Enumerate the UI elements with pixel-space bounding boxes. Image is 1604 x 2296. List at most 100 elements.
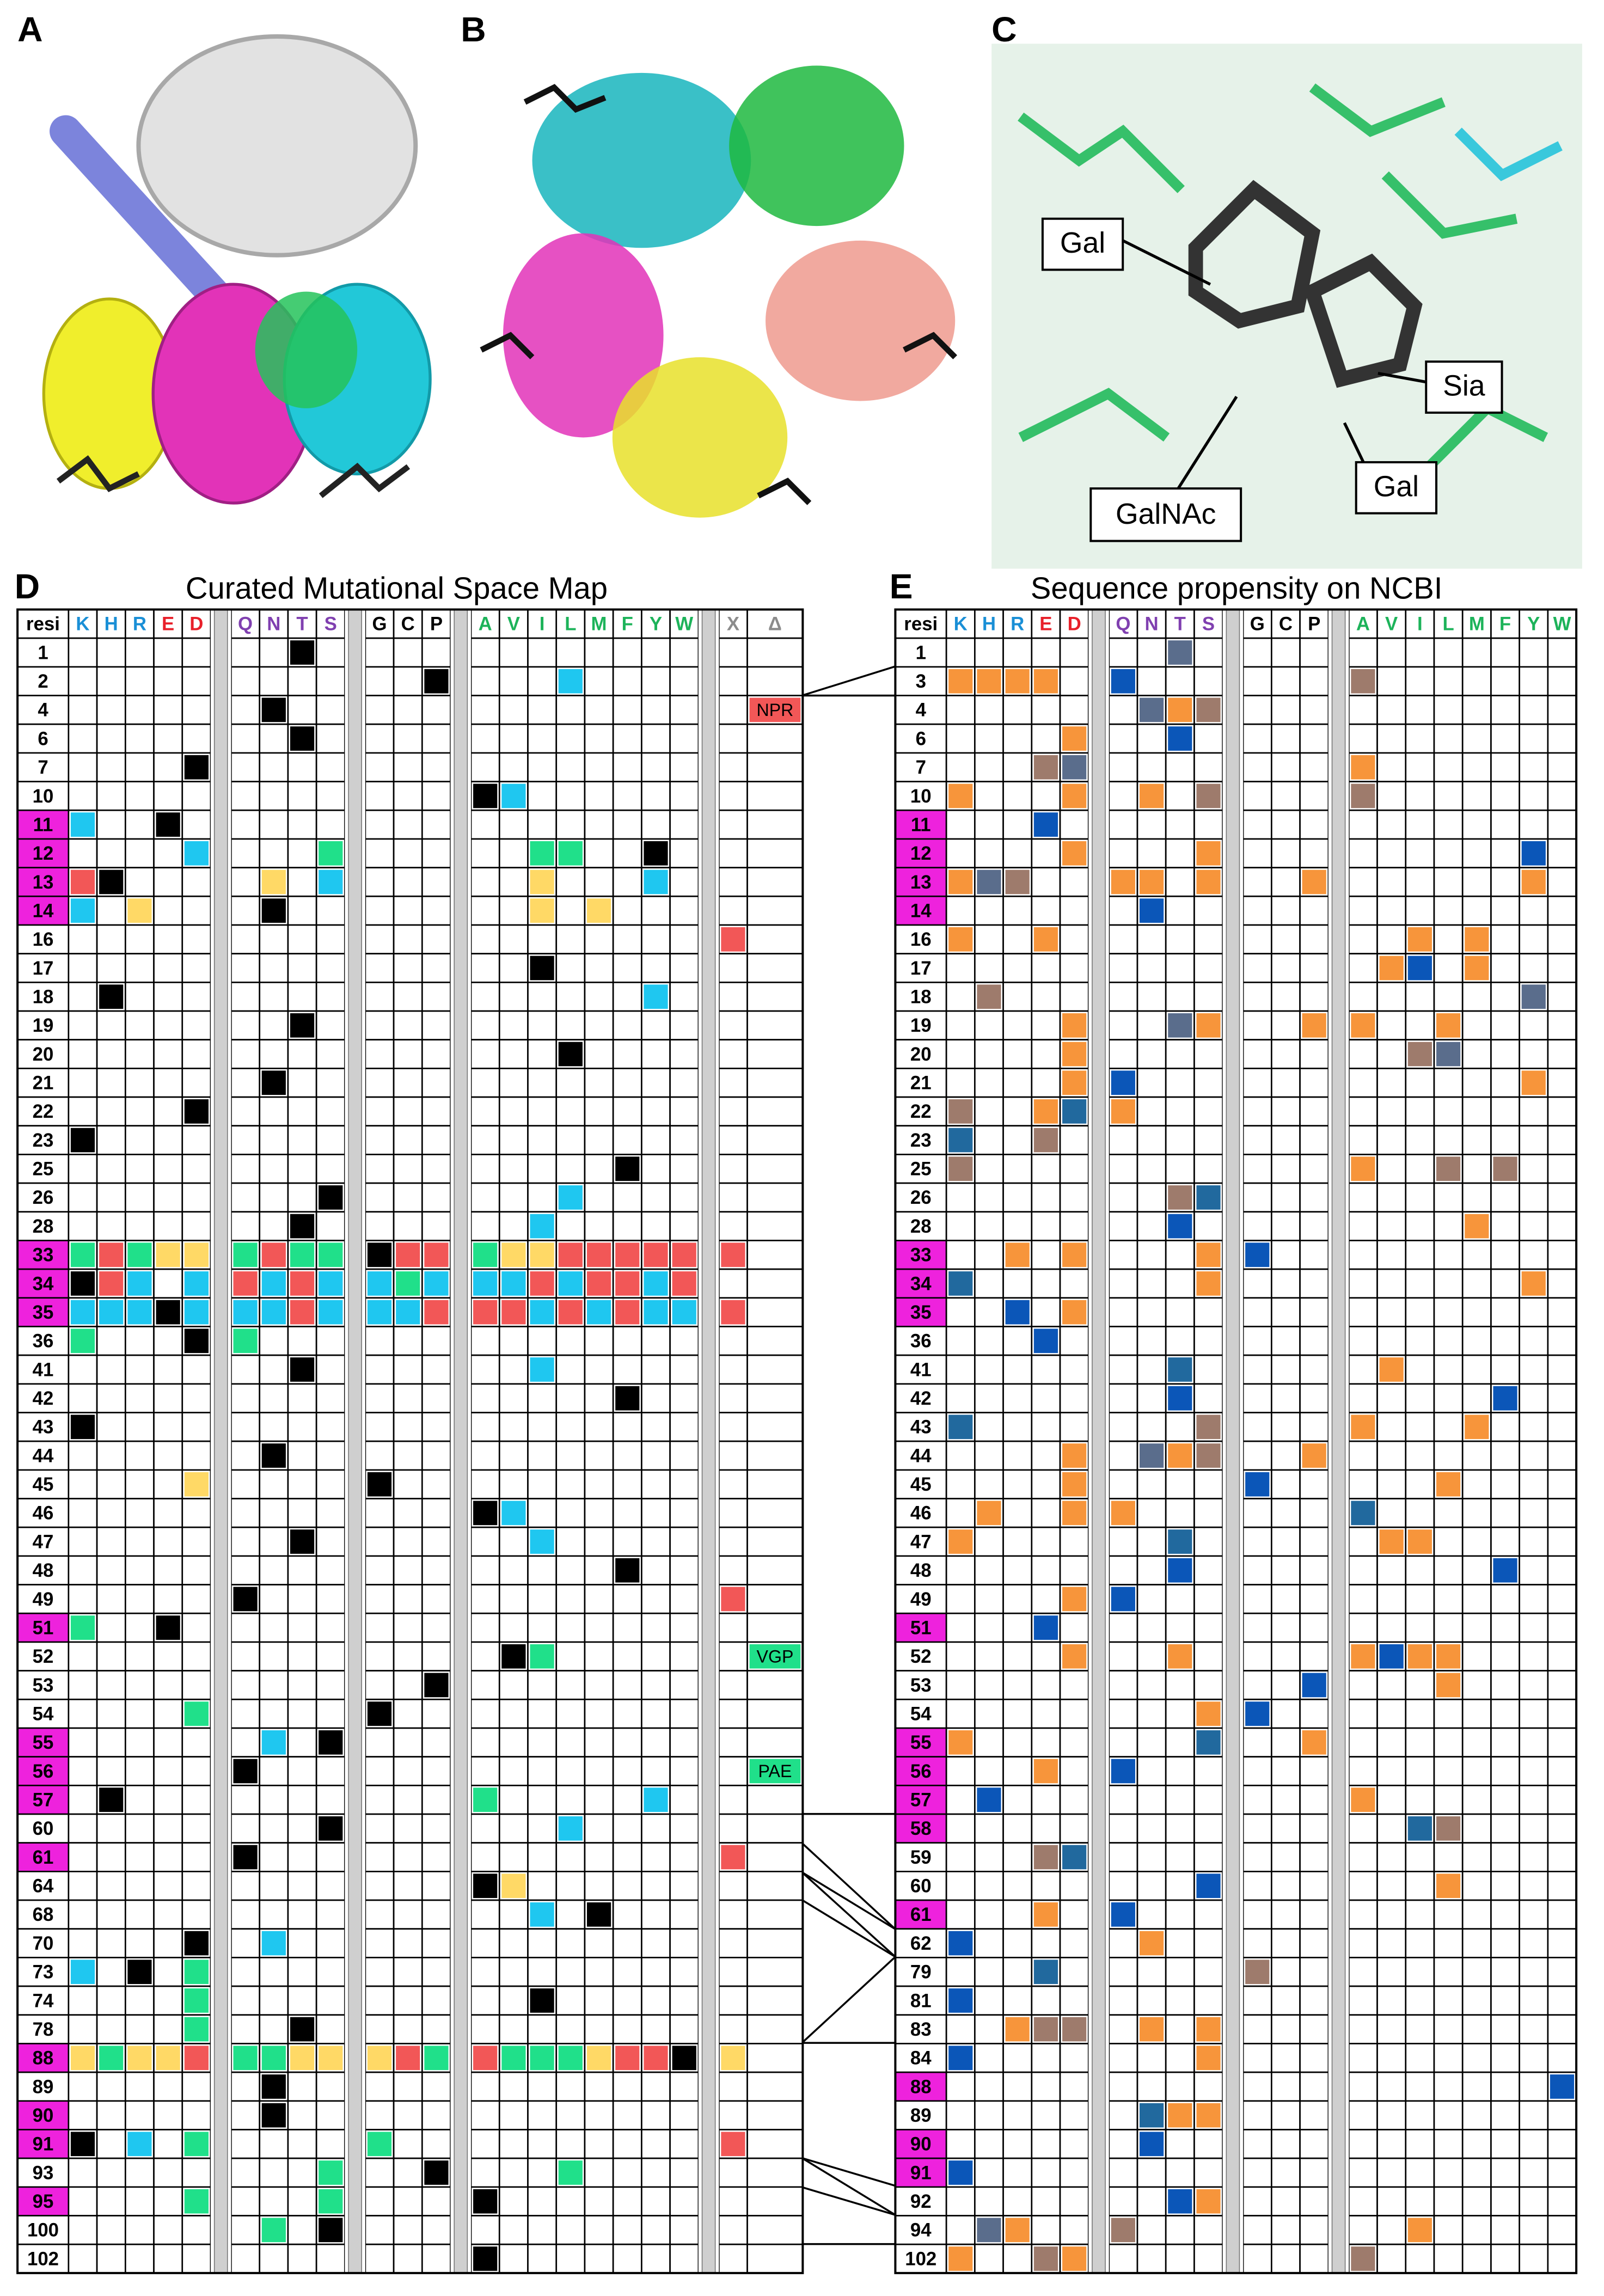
row-label: 42 <box>910 1388 932 1409</box>
cell <box>153 1469 183 1499</box>
cell-fill <box>1168 1185 1192 1210</box>
cell <box>1165 752 1195 782</box>
cell <box>498 1211 529 1241</box>
cell <box>1461 1813 1492 1844</box>
cell <box>612 2157 642 2188</box>
cell <box>287 2243 317 2274</box>
cell <box>1299 1985 1330 2016</box>
cell <box>1433 1125 1464 1155</box>
cell <box>1059 1756 1089 1786</box>
row-label: 33 <box>33 1245 54 1266</box>
cell <box>584 1383 614 1413</box>
cell-fill <box>1033 2017 1058 2042</box>
cell <box>1108 981 1138 1012</box>
cell <box>1031 2215 1061 2245</box>
cell <box>1405 752 1435 782</box>
cell <box>527 695 558 725</box>
cell-fill <box>473 783 498 809</box>
cell <box>746 1440 804 1471</box>
cell <box>1461 2043 1492 2073</box>
cell <box>1002 1899 1033 1930</box>
cell <box>498 1326 529 1356</box>
cell <box>181 637 212 668</box>
cell-fill <box>948 2046 973 2071</box>
cell <box>1547 1326 1577 1356</box>
cell-fill <box>530 1242 554 1268</box>
cell <box>527 1928 558 1958</box>
cell-fill <box>644 1300 668 1325</box>
cell-fill <box>233 1300 258 1325</box>
cell-fill <box>530 1271 554 1296</box>
cell <box>230 953 261 983</box>
cell <box>498 752 529 782</box>
row-label: 59 <box>910 1847 932 1868</box>
cell <box>555 2243 586 2274</box>
cell <box>181 1555 212 1585</box>
cell <box>945 1698 976 1729</box>
cell <box>718 1871 748 1901</box>
cell <box>230 1670 261 1700</box>
cell <box>230 1125 261 1155</box>
cell <box>124 2100 155 2130</box>
cell <box>1461 695 1492 725</box>
cell <box>1376 1842 1407 1872</box>
cell <box>945 1670 976 1700</box>
cell <box>470 1440 500 1471</box>
cell <box>669 2157 700 2188</box>
cell <box>68 1899 98 1930</box>
row-label: 88 <box>910 2076 932 2097</box>
cell-fill <box>558 1185 583 1210</box>
cell <box>421 1727 451 1758</box>
cell <box>1002 1985 1033 2016</box>
panel-b-structure <box>480 65 957 518</box>
cell <box>612 752 642 782</box>
cell <box>498 981 529 1012</box>
cell <box>1547 2129 1577 2159</box>
cell <box>1002 981 1033 1012</box>
cell <box>669 1928 700 1958</box>
cell-fill <box>1436 1673 1461 1698</box>
cell-fill <box>1302 1013 1326 1038</box>
cell <box>124 2215 155 2245</box>
cell <box>1136 1871 1167 1901</box>
cell <box>1059 1412 1089 1442</box>
cell <box>718 1182 748 1213</box>
cell <box>527 1412 558 1442</box>
row-label: 90 <box>910 2134 932 2155</box>
cell <box>1376 895 1407 926</box>
cell <box>1108 953 1138 983</box>
cell <box>1108 1784 1138 1815</box>
cell-fill <box>558 1042 583 1067</box>
cell <box>1002 1039 1033 1069</box>
cell-fill <box>99 984 124 1009</box>
cell <box>945 1871 976 1901</box>
cell <box>498 1842 529 1872</box>
column-header: N <box>1145 614 1159 635</box>
cell-fill <box>1062 1472 1087 1497</box>
cell-fill <box>615 1386 640 1411</box>
cell-fill <box>99 1242 124 1268</box>
cell <box>470 2071 500 2102</box>
cell <box>945 1354 976 1385</box>
cell <box>287 2071 317 2102</box>
cell <box>1165 2215 1195 2245</box>
cell <box>1002 1125 1033 1155</box>
cell <box>746 2215 804 2245</box>
cell <box>1271 1985 1301 2016</box>
cell-fill <box>1436 1472 1461 1497</box>
cell <box>1108 1125 1138 1155</box>
cell <box>181 953 212 983</box>
cell <box>498 723 529 754</box>
cell <box>1405 1928 1435 1958</box>
cell <box>1193 1526 1223 1557</box>
cell <box>1547 924 1577 954</box>
cell <box>153 1125 183 1155</box>
cell <box>124 867 155 897</box>
cell <box>1242 637 1272 668</box>
cell <box>555 867 586 897</box>
cell <box>1433 1756 1464 1786</box>
cell <box>393 1871 423 1901</box>
cell <box>1002 781 1033 811</box>
cell <box>1490 781 1521 811</box>
cell <box>1242 1899 1272 1930</box>
